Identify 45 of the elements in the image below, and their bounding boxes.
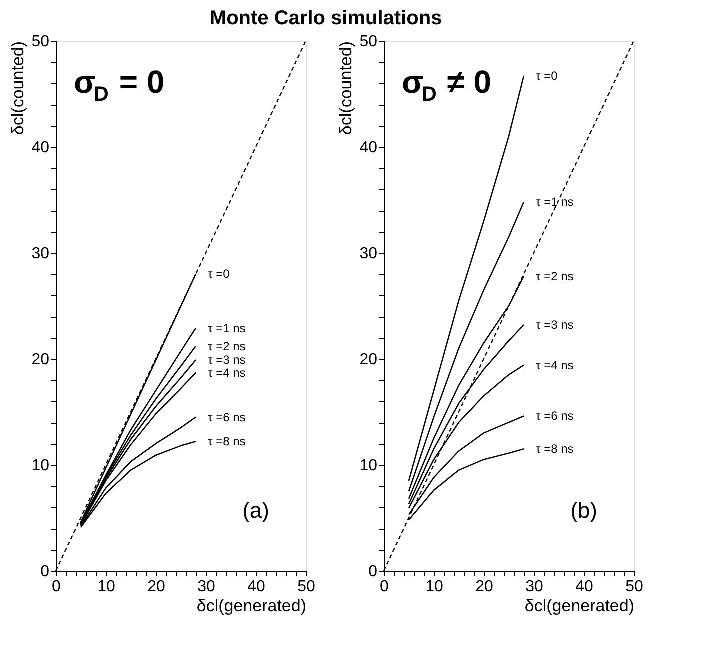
series-label: τ =2 ns [536,269,574,284]
series-label: τ =3 ns [208,353,246,368]
y-axis-title: δcl(counted) [336,42,356,136]
x-tick-label: 0 [52,578,62,596]
x-tick-label: 20 [148,578,166,596]
y-tick-label: 10 [360,458,378,474]
y-tick-label: 20 [32,352,50,368]
y-axis-title: δcl(counted) [8,42,28,136]
x-tick-label: 20 [476,578,494,596]
x-tick-label: 0 [380,578,390,596]
series-label: τ =3 ns [536,318,574,332]
series-label: τ =0 [536,68,558,83]
series-label: τ =6 ns [208,410,246,424]
annotation: (b) [570,498,598,523]
series-label: τ =1 ns [208,321,246,336]
x-tick-label: 50 [298,578,316,596]
y-tick-label: 40 [360,140,378,156]
series-label: τ =8 ns [208,434,246,449]
x-tick-label: 30 [198,578,216,596]
series-label: τ =4 ns [208,366,246,380]
y-tick-label: 40 [32,140,50,156]
x-tick-label: 50 [626,578,644,596]
x-tick-label: 30 [526,578,544,596]
series-label: τ =2 ns [208,339,246,354]
x-tick-label: 10 [426,578,444,596]
annotation: (a) [242,498,270,523]
y-tick-label: 30 [360,246,378,262]
y-tick-label: 0 [368,564,378,580]
x-tick-label: 40 [576,578,594,596]
x-tick-label: 10 [98,578,116,596]
y-tick-label: 20 [360,352,378,368]
y-tick-label: 0 [40,564,50,580]
y-tick-label: 50 [360,34,378,50]
series-label: τ =1 ns [536,195,574,210]
series-label: τ =8 ns [536,442,574,456]
chart-title: Monte Carlo simulations [210,8,442,30]
y-tick-label: 50 [32,34,50,50]
x-tick-label: 40 [248,578,266,596]
y-tick-label: 30 [32,246,50,262]
series-label: τ =0 [208,267,230,282]
series-label: τ =6 ns [536,409,574,424]
x-axis-title: δcl(generated) [524,596,634,616]
x-axis-title: δcl(generated) [196,596,306,616]
y-tick-label: 10 [32,458,50,474]
series-label: τ =4 ns [536,358,574,372]
